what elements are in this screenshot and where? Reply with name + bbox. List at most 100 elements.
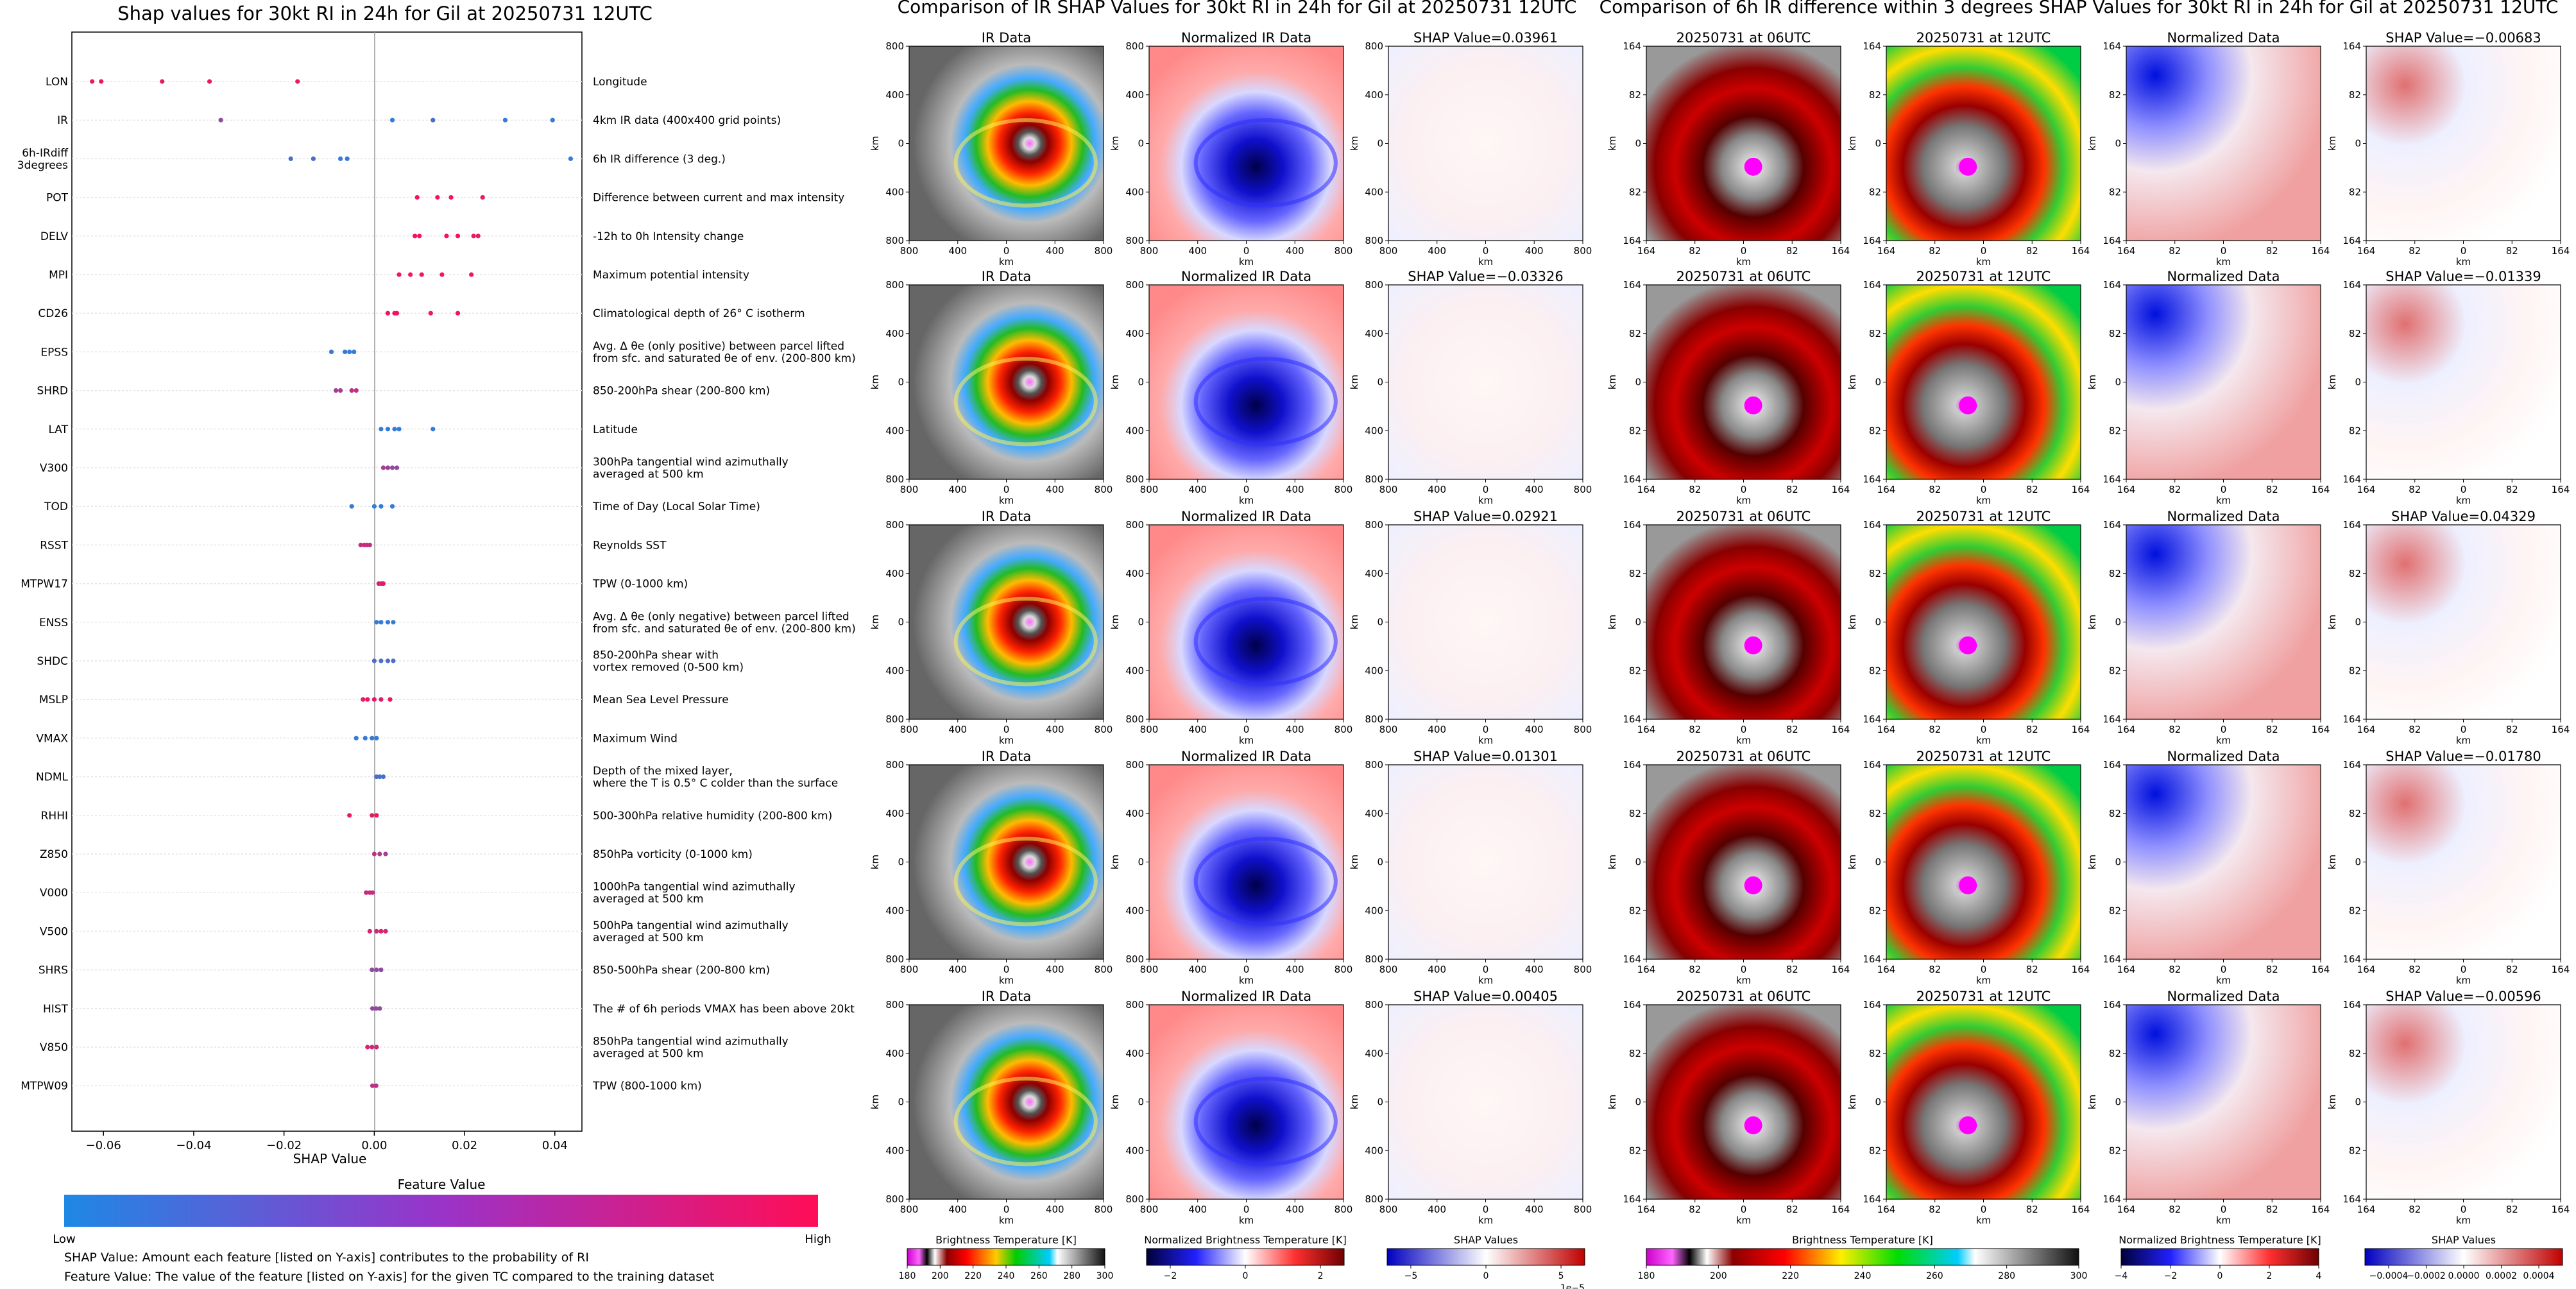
panel-x-tick-label: 164 [1832, 1204, 1850, 1215]
panel-title: SHAP Value=−0.01339 [2385, 269, 2541, 284]
shap-point [388, 697, 393, 702]
shap-point [377, 851, 382, 857]
storm-core [1959, 876, 1977, 894]
colorbar-tick-label: 300 [2070, 1271, 2088, 1281]
panel-y-tick-label: 800 [1365, 759, 1383, 771]
feature-colorbar-low: Low [53, 1233, 75, 1246]
panel-y-tick-label: 400 [1365, 905, 1383, 916]
panel-x-axis-label: km [1736, 495, 1751, 506]
panel-y-axis-label: km [1109, 1095, 1121, 1109]
panel-image [1886, 285, 2081, 479]
colorbar-tick-label: 300 [1096, 1271, 1114, 1281]
shap-point [349, 504, 354, 509]
feature-description-label: Latitude [593, 423, 638, 436]
panel-y-tick-label: 400 [1365, 568, 1383, 579]
panel-y-tick-label: 400 [1125, 1145, 1144, 1156]
panel-y-tick-label: 800 [1125, 953, 1144, 965]
shap-point [370, 890, 375, 895]
panel-y-tick-label: 400 [1125, 425, 1144, 436]
shap-point [475, 234, 481, 239]
panel-x-tick-label: 164 [1877, 1204, 1896, 1215]
panel-x-tick-label: 82 [2026, 1204, 2038, 1215]
panel-y-tick-label: 800 [885, 40, 904, 52]
panel-title: IR Data [982, 269, 1032, 284]
panel-x-axis-label: km [2216, 735, 2231, 746]
panel-x-tick-label: 164 [2312, 1204, 2330, 1215]
colorbar-tick-label: 260 [1926, 1271, 1943, 1281]
panel-y-tick-label: 164 [1863, 279, 1881, 291]
panel-image [1646, 46, 1841, 241]
panel-y-tick-label: 82 [1869, 905, 1881, 916]
panel-y-tick-label: 800 [885, 235, 904, 246]
colorbar-tick-label: 260 [1030, 1271, 1048, 1281]
panel-x-tick-label: 400 [1525, 245, 1544, 257]
panel-r1-c2: Normalized IR Data8008004004000040040080… [1109, 30, 1352, 268]
panel-x-tick-label: 82 [2026, 484, 2038, 495]
panel-y-tick-label: 82 [1869, 808, 1881, 819]
feature-description-label: Maximum potential intensity [593, 269, 749, 282]
feature-code-label: VMAX [36, 732, 68, 745]
shap-point [207, 79, 212, 84]
panel-x-tick-label: 0 [1003, 245, 1010, 257]
colorbar-4: Brightness Temperature [K] 180 200 220 240 26… [1638, 1234, 2088, 1281]
panel-y-tick-label: 400 [885, 89, 904, 101]
storm-band [1193, 1077, 1338, 1166]
panel-x-tick-label: 0 [2221, 724, 2227, 735]
shap-point [371, 851, 377, 857]
panel-x-tick-label: 800 [900, 245, 919, 257]
panel-x-tick-label: 0 [2221, 245, 2227, 257]
panel-y-tick-label: 0 [898, 857, 904, 868]
panel-r5-c6: Normalized Data1641648282008282164164kmk… [2086, 989, 2330, 1226]
feature-code-label: HIST [43, 1003, 69, 1016]
panel-image [2126, 46, 2321, 241]
panel-x-tick-label: 400 [1046, 245, 1064, 257]
panel-y-tick-label: 0 [898, 1097, 904, 1108]
panel-x-tick-label: 400 [948, 724, 967, 735]
panel-x-axis-label: km [1976, 975, 1991, 986]
panel-x-tick-label: 400 [948, 1204, 967, 1215]
panel-x-axis-label: km [2456, 975, 2471, 986]
colorbar-tick-label: 4 [2316, 1271, 2322, 1281]
panel-title: Normalized IR Data [1181, 30, 1311, 46]
beeswarm-title: Shap values for 30kt RI in 24h for Gil a… [117, 3, 653, 24]
panel-r2-c7: SHAP Value=−0.01339164164828200828216416… [2326, 269, 2570, 506]
panel-x-tick-label: 400 [1525, 964, 1544, 975]
panel-x-tick-label: 400 [1286, 484, 1304, 495]
panel-x-tick-label: 800 [1095, 484, 1113, 495]
shap-point [373, 1083, 379, 1088]
panel-r2-c2: Normalized IR Data8008004004000040040080… [1109, 269, 1352, 506]
panel-title: 20250731 at 06UTC [1676, 989, 1811, 1004]
colorbar-tick-label: 180 [1638, 1271, 1655, 1281]
panel-y-tick-label: 800 [1125, 519, 1144, 531]
shap-point [550, 117, 555, 123]
panel-r1-c7: SHAP Value=−0.00683164164828200828216416… [2326, 30, 2570, 268]
panel-image [909, 1005, 1104, 1199]
panel-y-tick-label: 82 [2109, 186, 2121, 198]
shap-point [345, 156, 350, 161]
feature-code-label: SHDC [37, 655, 68, 668]
colorbar-tick-label: 0.0000 [2448, 1271, 2480, 1281]
panel-title: SHAP Value=0.02921 [1413, 509, 1558, 524]
panel-x-axis-label: km [1239, 256, 1254, 268]
panel-title: Normalized IR Data [1181, 269, 1311, 284]
panel-x-tick-label: 0 [2461, 245, 2467, 257]
panel-y-axis-label: km [1109, 855, 1121, 869]
panel-y-axis-label: km [1349, 375, 1360, 389]
colorbar-tick-label: 2 [1318, 1271, 1324, 1281]
x-tick-label: −0.06 [86, 1139, 121, 1152]
panel-x-tick-label: 800 [1379, 964, 1398, 975]
panel-title: Normalized Data [2167, 509, 2280, 524]
panel-y-tick-label: 400 [885, 186, 904, 198]
panel-x-tick-label: 164 [2072, 724, 2090, 735]
panel-x-tick-label: 0 [1483, 1204, 1489, 1215]
panel-x-tick-label: 164 [1877, 245, 1896, 257]
panel-x-tick-label: 164 [1637, 484, 1656, 495]
panel-r5-c2: Normalized IR Data8008004004000040040080… [1109, 989, 1352, 1226]
panel-y-tick-label: 800 [1125, 235, 1144, 246]
shap-point [383, 851, 388, 857]
panel-y-tick-label: 82 [1629, 665, 1641, 676]
panel-x-tick-label: 800 [1574, 1204, 1592, 1215]
beeswarm-points [90, 79, 574, 1088]
panel-x-tick-label: 82 [2169, 484, 2181, 495]
colorbar-tick-label: 220 [964, 1271, 982, 1281]
